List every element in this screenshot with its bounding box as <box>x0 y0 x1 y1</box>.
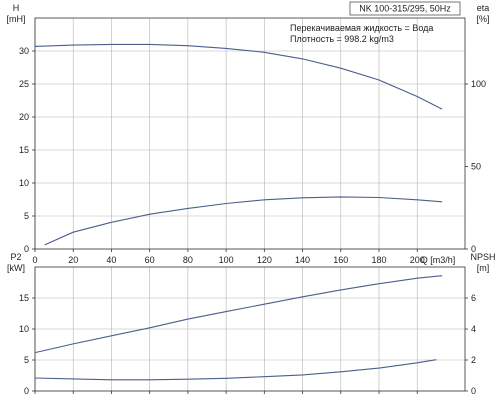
panel-1-x-tick-label: 160 <box>333 255 348 265</box>
panel-1-plot-frame <box>34 17 466 250</box>
panel-1-x-tick-label: 20 <box>68 255 78 265</box>
panel-2-right-tick-label: 6 <box>471 293 476 303</box>
panel-1-right-tick-label: 50 <box>471 162 481 172</box>
panel-1-x-tick-label: 200 <box>410 255 425 265</box>
panel-1-left-tick-label: 0 <box>24 244 29 254</box>
panel-1-x-tick-label: 80 <box>183 255 193 265</box>
panel-1-left-axis-label: H <box>13 3 20 13</box>
panel-2-right-tick-label: 0 <box>471 386 476 396</box>
panel-2-right-tick-label: 2 <box>471 355 476 365</box>
panel-1-x-axis-label: Q [m3/h] <box>421 255 456 265</box>
panel-1-title-box <box>349 1 461 16</box>
panel-2-right-axis-unit: [m] <box>477 263 490 273</box>
panel-1-annotation: Перекачиваемая жидкость = Вода <box>290 23 433 33</box>
panel-1-series-line-1 <box>34 43 443 110</box>
panel-1-right-tick-label: 0 <box>471 244 476 254</box>
panel-1-left-tick-label: 20 <box>19 112 29 122</box>
panel-2-left-axis-label: P2 <box>10 252 21 262</box>
panel-1-right-axis-unit: [%] <box>476 14 489 24</box>
panel-2-right-axis-label: NPSH <box>470 252 495 262</box>
panel-1-x-tick-label: 180 <box>371 255 386 265</box>
panel-1-left-tick-label: 5 <box>24 211 29 221</box>
panel-1-x-tick-label: 120 <box>257 255 272 265</box>
panel-2-left-tick-label: 0 <box>24 386 29 396</box>
panel-1-x-tick-label: 140 <box>295 255 310 265</box>
panel-2-left-tick-label: 5 <box>24 355 29 365</box>
panel-1-series-line-2 <box>44 196 443 246</box>
panel-1-left-tick-label: 30 <box>19 46 29 56</box>
panel-2-left-tick-label: 15 <box>19 293 29 303</box>
panel-1-left-tick-label: 25 <box>19 79 29 89</box>
panel-2-series-line-1 <box>34 275 443 354</box>
panel-1-annotation: Плотность = 998.2 kg/m3 <box>290 34 394 44</box>
panel-2-series-line-2 <box>34 359 437 381</box>
panel-1-x-tick-label: 40 <box>106 255 116 265</box>
panel-1-chart-title: NK 100-315/295, 50Hz <box>359 4 451 14</box>
panel-1-left-tick-label: 15 <box>19 145 29 155</box>
panel-1-left-axis-unit: [mH] <box>7 14 26 24</box>
panel-1-left-tick-label: 10 <box>19 178 29 188</box>
panel-1-x-tick-label: 100 <box>219 255 234 265</box>
panel-1-right-tick-label: 100 <box>471 79 486 89</box>
panel-1-right-axis-label: eta <box>477 3 490 13</box>
panel-1-x-tick-label: 60 <box>145 255 155 265</box>
panel-2-right-tick-label: 4 <box>471 324 476 334</box>
panel-1-x-tick-label: 0 <box>32 255 37 265</box>
panel-2-left-axis-unit: [kW] <box>7 263 25 273</box>
panel-2-left-tick-label: 10 <box>19 324 29 334</box>
